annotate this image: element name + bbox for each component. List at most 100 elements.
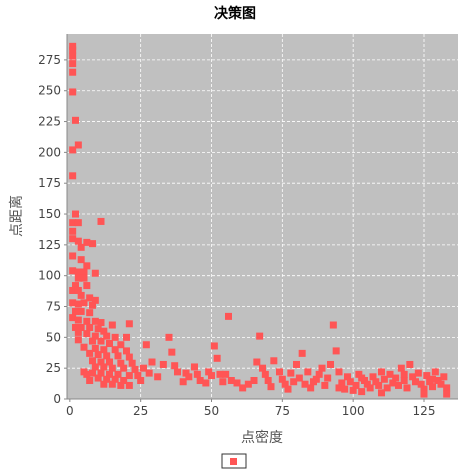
- data-point: [159, 360, 167, 368]
- data-point: [69, 314, 77, 322]
- data-point: [409, 373, 417, 381]
- data-point: [69, 227, 77, 235]
- data-point: [298, 349, 306, 357]
- data-point: [174, 368, 181, 376]
- y-tick-label: 150: [38, 207, 61, 221]
- data-point: [74, 336, 82, 344]
- data-point: [86, 377, 94, 385]
- data-point: [205, 368, 213, 376]
- data-point: [83, 370, 91, 378]
- data-point: [380, 375, 388, 383]
- data-point: [338, 379, 346, 387]
- data-point: [86, 294, 94, 302]
- data-point: [117, 381, 125, 389]
- data-point: [395, 381, 402, 389]
- data-point: [154, 373, 162, 381]
- data-point: [69, 252, 77, 260]
- data-point: [437, 380, 445, 388]
- data-point: [103, 352, 111, 360]
- data-point: [91, 363, 99, 371]
- data-point: [72, 210, 79, 218]
- data-point: [417, 380, 425, 388]
- data-point: [287, 369, 295, 377]
- data-point: [307, 384, 315, 392]
- data-point: [335, 368, 343, 376]
- data-point: [290, 378, 298, 386]
- data-point: [72, 307, 79, 315]
- y-tick-label: 175: [38, 176, 61, 190]
- data-point: [420, 385, 428, 393]
- data-point: [168, 348, 176, 356]
- data-point: [69, 68, 77, 76]
- data-point: [72, 323, 79, 331]
- data-point: [295, 374, 303, 382]
- data-point: [324, 374, 332, 382]
- data-point: [72, 282, 79, 290]
- data-point: [429, 375, 436, 383]
- data-point: [208, 372, 215, 380]
- data-point: [89, 240, 96, 248]
- data-point: [250, 377, 258, 385]
- data-point: [74, 286, 82, 294]
- data-point: [69, 60, 77, 68]
- data-point: [108, 380, 116, 388]
- data-point: [185, 373, 193, 381]
- data-point: [349, 386, 357, 394]
- data-point: [431, 368, 439, 376]
- data-point: [83, 282, 91, 290]
- data-point: [420, 390, 428, 398]
- x-tick-label: 0: [66, 404, 74, 418]
- y-tick-label: 100: [38, 269, 61, 283]
- data-point: [74, 141, 82, 149]
- data-point: [91, 317, 99, 325]
- data-point: [281, 380, 289, 388]
- data-point: [276, 368, 283, 376]
- data-point: [69, 235, 77, 243]
- data-point: [225, 312, 232, 320]
- y-tick-label: 0: [53, 392, 61, 406]
- data-point: [140, 364, 147, 372]
- data-point: [267, 383, 275, 391]
- legend-marker-series-1: [230, 458, 237, 465]
- data-point: [239, 384, 247, 392]
- data-point: [77, 243, 85, 251]
- data-point: [222, 370, 230, 378]
- y-tick-label: 250: [38, 84, 61, 98]
- data-point: [77, 323, 85, 331]
- data-point: [69, 286, 77, 294]
- data-point: [352, 381, 360, 389]
- data-point: [270, 357, 278, 365]
- data-point: [443, 384, 451, 392]
- data-point: [210, 342, 218, 350]
- data-point: [97, 319, 105, 327]
- data-point: [256, 332, 264, 340]
- data-point: [213, 354, 221, 362]
- data-point: [91, 269, 99, 277]
- data-point: [108, 321, 116, 329]
- data-point: [383, 384, 391, 392]
- data-point: [363, 380, 371, 388]
- data-point: [100, 327, 108, 335]
- data-point: [83, 238, 91, 246]
- data-point: [216, 370, 224, 378]
- data-point: [111, 346, 119, 354]
- data-point: [440, 373, 448, 381]
- grid-lines: [67, 34, 458, 399]
- data-point: [193, 370, 201, 378]
- data-point: [74, 316, 82, 324]
- data-point: [400, 370, 408, 378]
- data-point: [165, 333, 173, 341]
- data-points: [69, 42, 451, 398]
- data-point: [69, 88, 77, 96]
- data-point: [406, 360, 414, 368]
- data-point: [137, 377, 145, 385]
- data-point: [327, 360, 334, 368]
- data-point: [244, 380, 252, 388]
- data-point: [77, 307, 85, 315]
- data-point: [69, 46, 77, 54]
- data-point: [182, 369, 190, 377]
- data-point: [77, 291, 85, 299]
- data-point: [69, 219, 77, 227]
- data-point: [412, 378, 419, 386]
- data-point: [111, 375, 119, 383]
